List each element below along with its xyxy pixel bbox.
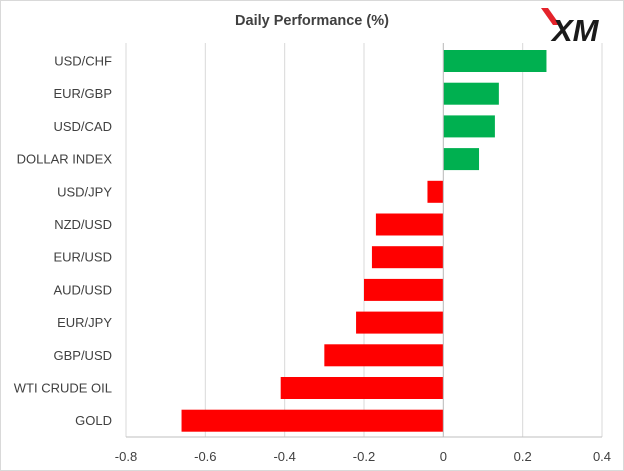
bar [375,213,444,236]
category-label: DOLLAR INDEX [17,152,113,167]
x-tick-label: -0.4 [273,449,295,464]
category-label: USD/CAD [53,119,112,134]
category-label: NZD/USD [54,217,112,232]
bar [371,246,444,269]
bar [443,148,480,171]
category-label: USD/CHF [54,54,112,69]
x-tick-label: -0.6 [194,449,216,464]
xm-logo: XM [541,8,600,48]
bar [280,377,444,399]
category-label: EUR/JPY [57,315,112,330]
x-tick-label: -0.8 [115,449,137,464]
bar [324,344,444,367]
category-label: EUR/GBP [53,86,112,101]
category-label: GOLD [75,413,112,428]
category-labels: USD/CHF EUR/GBP USD/CAD DOLLAR INDEX USD/JPY… [14,54,113,429]
chart-title: Daily Performance (%) [235,13,389,29]
category-label: GBP/USD [53,348,112,363]
bar [443,50,547,72]
category-label: AUD/USD [53,282,112,297]
logo-text: XM [550,13,600,48]
bar [443,82,499,105]
axes [126,43,602,438]
x-tick-label: 0.2 [514,449,532,464]
bar [427,180,444,203]
x-tick-label: 0 [440,449,447,464]
logo-accent-mark [541,8,560,25]
x-tick-label: -0.2 [353,449,375,464]
bar [356,311,444,334]
category-label: USD/JPY [57,184,112,199]
x-tick-label: 0.4 [593,449,611,464]
tick-labels: -0.8 -0.6 -0.4 -0.2 0 0.2 0.4 [115,449,611,464]
bar [181,409,444,432]
bars [181,50,547,432]
bar [364,278,444,301]
category-label: EUR/USD [53,250,112,265]
category-label: WTI CRUDE OIL [14,381,112,396]
bar [443,115,495,138]
